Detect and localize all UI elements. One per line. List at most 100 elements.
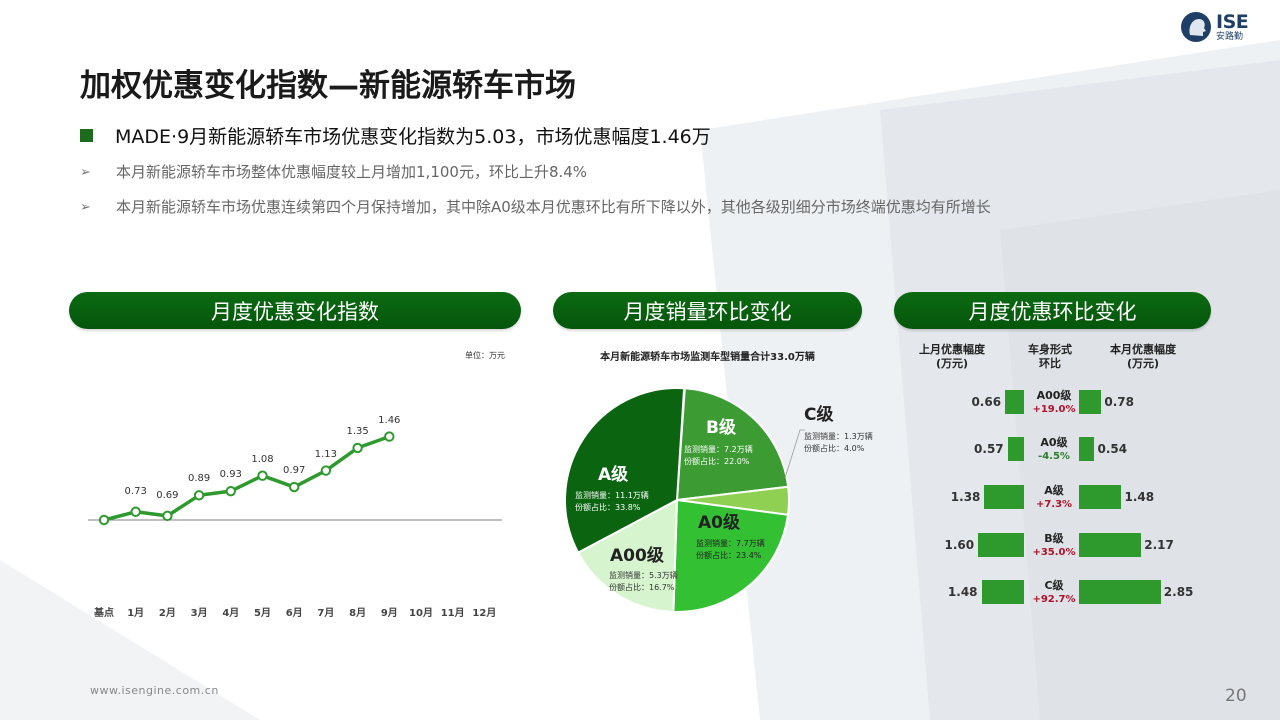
- logo-text: ISE: [1216, 10, 1249, 33]
- last-month-bar: [1007, 437, 1024, 461]
- x-tick-label: 7月: [317, 608, 335, 619]
- this-month-value: 0.54: [1097, 442, 1128, 456]
- last-month-value: 1.48: [947, 585, 978, 599]
- data-point: [352, 442, 363, 454]
- change-percent: +92.7%: [1032, 594, 1076, 605]
- slice-name-label: A0级: [698, 513, 740, 533]
- last-month-bar: [978, 533, 1024, 557]
- data-point: [225, 485, 237, 497]
- this-month-value: 2.17: [1144, 538, 1174, 552]
- grade-label: A级: [1044, 484, 1064, 497]
- data-label: 0.69: [156, 489, 179, 501]
- header-this-month: 本月优惠幅度 (万元): [1110, 343, 1176, 370]
- grade-label: C级: [1044, 579, 1064, 592]
- slice-volume-label: 监测销量：7.7万辆: [696, 539, 765, 548]
- bullet-item: ➢ 本月新能源轿车市场整体优惠幅度较上月增加1,100元，环比上升8.4%: [80, 160, 1206, 185]
- slice-detail: 监测销量：5.3万辆 份额占比：16.7%: [609, 570, 678, 594]
- this-month-bar: [1079, 485, 1122, 509]
- line-panel-title: 月度优惠变化指数: [69, 292, 521, 329]
- slice-detail: 监测销量：7.7万辆 份额占比：23.4%: [696, 538, 765, 562]
- bullet-text: 本月新能源轿车市场整体优惠幅度较上月增加1,100元，环比上升8.4%: [116, 163, 588, 181]
- header-last-month: 上月优惠幅度 (万元): [919, 343, 985, 370]
- leader-line: [784, 429, 805, 479]
- headline: MADE·9月新能源轿车市场优惠变化指数为5.03，市场优惠幅度1.46万: [80, 122, 711, 149]
- arrow-bullet-icon: ➢: [80, 165, 91, 180]
- slice-share-label: 份额占比：16.7%: [609, 583, 675, 592]
- change-percent: +7.3%: [1035, 499, 1073, 510]
- index-series-line: [103, 434, 390, 522]
- body-type-change: A级 +7.3%: [1024, 484, 1084, 512]
- grade-label: A0级: [1040, 436, 1068, 449]
- this-month-value: 1.48: [1124, 490, 1155, 504]
- x-tick-label: 9月: [380, 608, 398, 619]
- data-label: 1.13: [314, 448, 338, 460]
- brand-logo: ISE 安路勤: [1180, 10, 1254, 44]
- body-type-change: A0级 -4.5%: [1024, 436, 1084, 464]
- slice-name-label: C级: [804, 405, 834, 425]
- grade-label: B级: [1044, 532, 1064, 545]
- last-month-bar: [1005, 390, 1024, 414]
- data-label: 1.08: [251, 453, 274, 465]
- pie-slice: [576, 498, 679, 613]
- x-tick-label: 6月: [285, 608, 303, 619]
- data-point: [257, 470, 268, 481]
- data-label: 1.46: [378, 414, 401, 426]
- data-point: [193, 490, 205, 501]
- this-month-bar: [1079, 580, 1161, 604]
- data-label: 0.93: [219, 469, 242, 481]
- data-label: 0.89: [187, 473, 211, 485]
- arrow-bullet-icon: ➢: [80, 200, 91, 215]
- data-point: [162, 510, 173, 522]
- slice-name-label: A00级: [610, 546, 664, 566]
- this-month-bar: [1079, 533, 1142, 557]
- data-point: [289, 481, 300, 493]
- slice-detail: 监测销量：7.2万辆 份额占比：22.0%: [684, 444, 753, 468]
- page-title: 加权优惠变化指数—新能源轿车市场: [80, 68, 576, 104]
- data-point: [384, 431, 395, 442]
- square-bullet-icon: [80, 129, 93, 142]
- x-tick-label: 11月: [440, 608, 465, 619]
- change-percent: +19.0%: [1032, 404, 1076, 415]
- change-percent: +35.0%: [1032, 547, 1076, 558]
- body-type-change: C级 +92.7%: [1024, 579, 1084, 607]
- data-label: 1.35: [346, 425, 369, 437]
- slice-detail: 监测销量：11.1万辆 份额占比：33.8%: [575, 490, 649, 514]
- last-month-value: 1.60: [944, 538, 975, 552]
- last-month-bar: [981, 580, 1024, 604]
- x-tick-label: 12月: [472, 608, 497, 619]
- slice-share-label: 份额占比：22.0%: [684, 457, 750, 466]
- last-month-value: 0.57: [974, 442, 1004, 456]
- grade-label: A00级: [1036, 389, 1072, 402]
- slice-volume-label: 监测销量：5.3万辆: [609, 571, 678, 580]
- x-tick-label: 10月: [409, 608, 433, 619]
- body-type-change: B级 +35.0%: [1024, 532, 1084, 560]
- slice-detail: 监测销量：1.3万辆 份额占比：4.0%: [804, 431, 873, 455]
- this-month-value: 0.78: [1104, 395, 1134, 409]
- logo-head-icon: [1181, 12, 1211, 42]
- last-month-value: 1.38: [950, 490, 981, 504]
- logo-subtext: 安路勤: [1216, 31, 1244, 42]
- data-point: [98, 514, 110, 526]
- this-month-value: 2.85: [1163, 585, 1194, 599]
- change-percent: -4.5%: [1038, 451, 1070, 462]
- data-point: [320, 465, 332, 476]
- headline-text: MADE·9月新能源轿车市场优惠变化指数为5.03，市场优惠幅度1.46万: [115, 126, 711, 148]
- slice-volume-label: 监测销量：1.3万辆: [804, 432, 873, 441]
- footer-url: www.isengine.com.cn: [90, 684, 219, 697]
- body-type-change: A00级 +19.0%: [1024, 389, 1084, 417]
- slice-share-label: 份额占比：4.0%: [804, 444, 865, 453]
- slice-share-label: 份额占比：33.8%: [575, 503, 641, 512]
- last-month-bar: [984, 485, 1024, 509]
- slice-name-label: B级: [706, 418, 736, 438]
- x-tick-label: 5月: [254, 608, 271, 619]
- data-point: [130, 506, 141, 517]
- header-body-type: 车身形式 环比: [1028, 343, 1072, 370]
- slice-name-label: A级: [598, 465, 629, 485]
- last-month-value: 0.66: [971, 395, 1002, 409]
- slice-share-label: 份额占比：23.4%: [696, 551, 762, 560]
- data-label: 0.97: [283, 465, 306, 477]
- slice-volume-label: 监测销量：11.1万辆: [575, 491, 649, 500]
- slice-volume-label: 监测销量：7.2万辆: [684, 445, 753, 454]
